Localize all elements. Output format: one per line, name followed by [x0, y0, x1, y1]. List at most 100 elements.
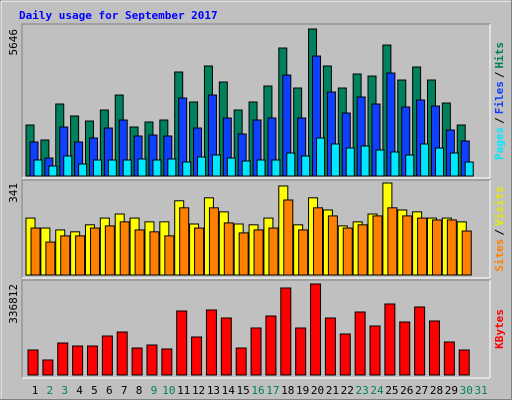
bar [164, 235, 175, 276]
bar [345, 147, 355, 177]
y-tick-label: 341 [7, 183, 20, 203]
bar [295, 327, 307, 376]
x-tick-label: 29 [445, 384, 458, 397]
bar [250, 327, 262, 376]
bar [339, 333, 351, 376]
bar [402, 215, 413, 276]
legend-separator: / [493, 229, 506, 236]
bar [197, 156, 207, 177]
bar [390, 151, 400, 177]
bar [131, 347, 143, 376]
x-tick-label: 8 [136, 384, 143, 397]
bar [286, 152, 296, 177]
bar [194, 227, 205, 276]
x-tick-label: 20 [311, 384, 324, 397]
legend-separator: / [493, 71, 506, 78]
x-tick-label: 2 [47, 384, 54, 397]
bar [146, 344, 158, 376]
bar [104, 225, 115, 276]
y-tick-label: 336812 [7, 284, 20, 324]
bar [301, 155, 311, 177]
x-tick-label: 4 [76, 384, 83, 397]
bar [182, 161, 192, 177]
x-tick-label: 17 [266, 384, 279, 397]
legend-entry: Files [493, 81, 506, 114]
x-tick-label: 24 [370, 384, 384, 397]
bar [316, 137, 326, 177]
bar [149, 231, 160, 276]
bar [205, 309, 217, 376]
x-tick-label: 11 [177, 384, 190, 397]
bar [298, 229, 309, 276]
bar [30, 227, 41, 276]
x-tick-label: 23 [356, 384, 369, 397]
bar [33, 159, 43, 177]
bar [310, 283, 322, 376]
bar [449, 152, 459, 177]
bar [399, 321, 411, 376]
x-tick-label: 30 [460, 384, 473, 397]
chart-title: Daily usage for September 2017 [19, 9, 218, 22]
bar [101, 335, 113, 376]
bar [226, 157, 236, 177]
bar [42, 359, 54, 376]
bar [280, 287, 292, 376]
x-tick-label: 5 [91, 384, 98, 397]
x-tick-label: 3 [61, 384, 68, 397]
bar [327, 215, 338, 276]
bar [179, 207, 190, 276]
bar [271, 159, 281, 177]
bar [268, 227, 279, 276]
legend: Pages / Files / Hits [493, 42, 506, 160]
bar [137, 158, 147, 177]
bar [48, 165, 58, 177]
bar [431, 219, 442, 276]
bar [220, 317, 232, 376]
legend-entry: Visits [493, 186, 506, 226]
bar [176, 310, 188, 376]
bar [223, 222, 234, 276]
legend-entry: Sites [493, 239, 506, 272]
bar [60, 235, 71, 276]
x-tick-label: 18 [281, 384, 294, 397]
y-tick-label: 5646 [7, 29, 20, 56]
bar [342, 227, 353, 276]
bar [384, 303, 396, 376]
bar [238, 232, 249, 276]
bar [86, 345, 98, 376]
bar [27, 349, 39, 376]
bar [161, 348, 173, 376]
legend: Sites / Visits [493, 186, 506, 272]
bar [446, 219, 457, 276]
bar [265, 315, 277, 376]
bar [405, 154, 415, 177]
x-tick-label: 22 [341, 384, 354, 397]
x-tick-label: 7 [121, 384, 128, 397]
legend-entry: Pages [493, 127, 506, 160]
x-tick-label: 21 [326, 384, 339, 397]
legend-entry: Hits [493, 42, 506, 69]
bar [122, 159, 132, 177]
x-tick-label: 27 [415, 384, 428, 397]
bar [464, 161, 474, 177]
bar [420, 143, 430, 177]
bar [253, 229, 264, 276]
bar [354, 311, 366, 376]
bar [313, 207, 324, 276]
bar [119, 221, 130, 276]
x-tick-label: 13 [207, 384, 220, 397]
x-tick-label: 25 [385, 384, 398, 397]
bar [283, 199, 294, 276]
bar [45, 241, 56, 276]
bar [443, 341, 455, 376]
bar [235, 347, 247, 376]
x-tick-label: 10 [162, 384, 175, 397]
bar [434, 147, 444, 177]
legend: KBytes [493, 309, 506, 349]
bar [241, 160, 251, 177]
bar [387, 207, 398, 276]
bar [428, 320, 440, 376]
x-tick-label: 19 [296, 384, 309, 397]
x-tick-label: 16 [251, 384, 264, 397]
bar [360, 145, 370, 177]
